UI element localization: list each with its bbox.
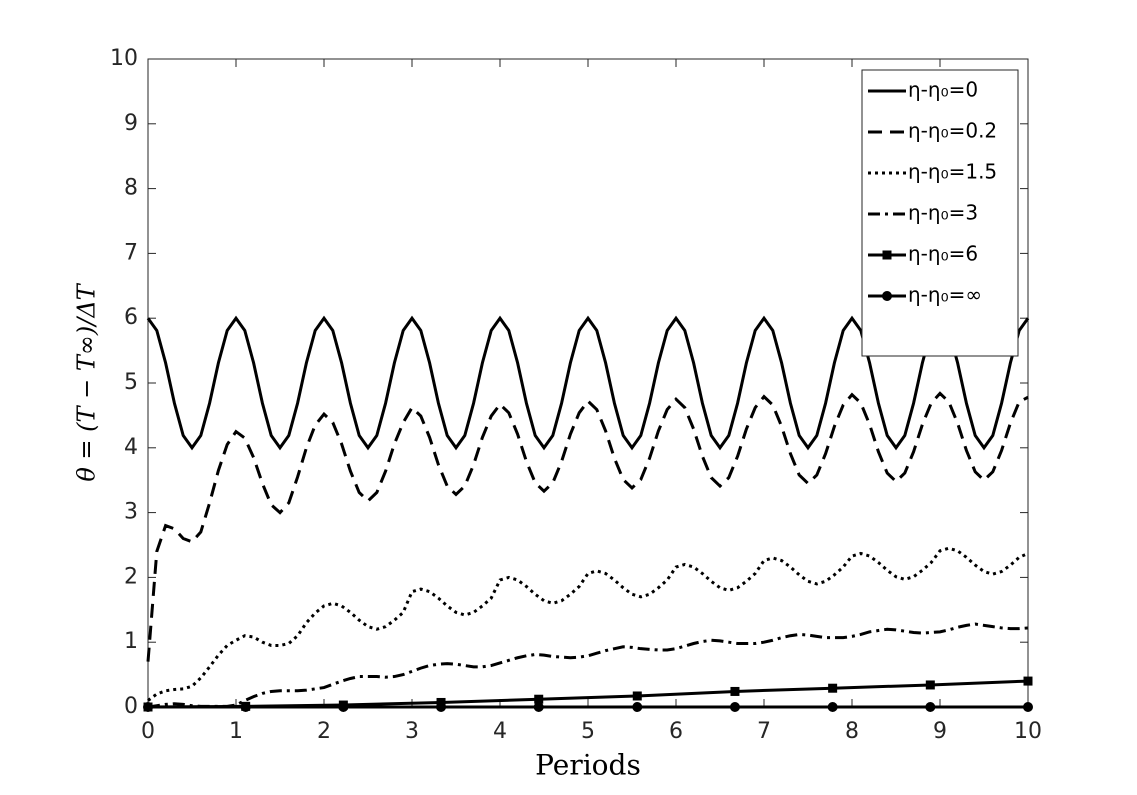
x-axis-label: Periods (535, 749, 641, 782)
legend-label: η-η₀=3 (908, 201, 978, 225)
y-tick-label: 4 (124, 435, 138, 460)
y-tick-label: 9 (124, 111, 138, 136)
x-tick-label: 4 (493, 719, 507, 744)
marker (729, 702, 740, 712)
x-tick-label: 2 (317, 719, 331, 744)
marker (827, 702, 838, 712)
marker (533, 702, 544, 712)
marker (925, 702, 936, 712)
marker (828, 683, 838, 693)
legend-marker (882, 250, 892, 260)
x-tick-label: 1 (229, 719, 243, 744)
marker (143, 702, 153, 712)
marker (730, 686, 740, 696)
marker (632, 691, 642, 701)
x-tick-label: 8 (845, 719, 859, 744)
x-tick-label: 0 (141, 719, 155, 744)
marker (240, 702, 251, 712)
marker (925, 680, 935, 690)
y-tick-label: 8 (124, 176, 138, 201)
legend-marker (882, 291, 892, 301)
legend-label: η-η₀=6 (908, 242, 978, 266)
y-tick-label: 5 (124, 370, 138, 395)
y-axis-label: θ = (T − T∞)/ΔT (73, 282, 101, 481)
x-tick-label: 7 (757, 719, 771, 744)
legend-label: η-η₀=1.5 (908, 160, 997, 184)
y-tick-label: 7 (124, 240, 138, 265)
marker (1023, 702, 1033, 712)
marker (338, 702, 349, 712)
x-tick-label: 10 (1014, 719, 1042, 744)
legend-label: η-η₀=0 (908, 78, 978, 102)
x-tick-label: 3 (405, 719, 419, 744)
legend-label: η-η₀=0.2 (908, 119, 997, 143)
x-tick-label: 5 (581, 719, 595, 744)
y-tick-label: 6 (124, 305, 138, 330)
x-tick-label: 9 (933, 719, 947, 744)
marker (436, 702, 447, 712)
x-tick-label: 6 (669, 719, 683, 744)
series-line (146, 315, 1030, 451)
y-tick-label: 1 (124, 629, 138, 654)
legend-label: η-η₀=∞ (908, 283, 982, 307)
series-line (147, 546, 1029, 702)
y-tick-label: 10 (110, 46, 138, 71)
y-tick-label: 3 (124, 500, 138, 525)
y-tick-label: 2 (124, 564, 138, 589)
marker (632, 702, 643, 712)
marker (1023, 676, 1033, 686)
y-tick-label: 0 (124, 694, 138, 719)
series-line (146, 391, 1029, 662)
